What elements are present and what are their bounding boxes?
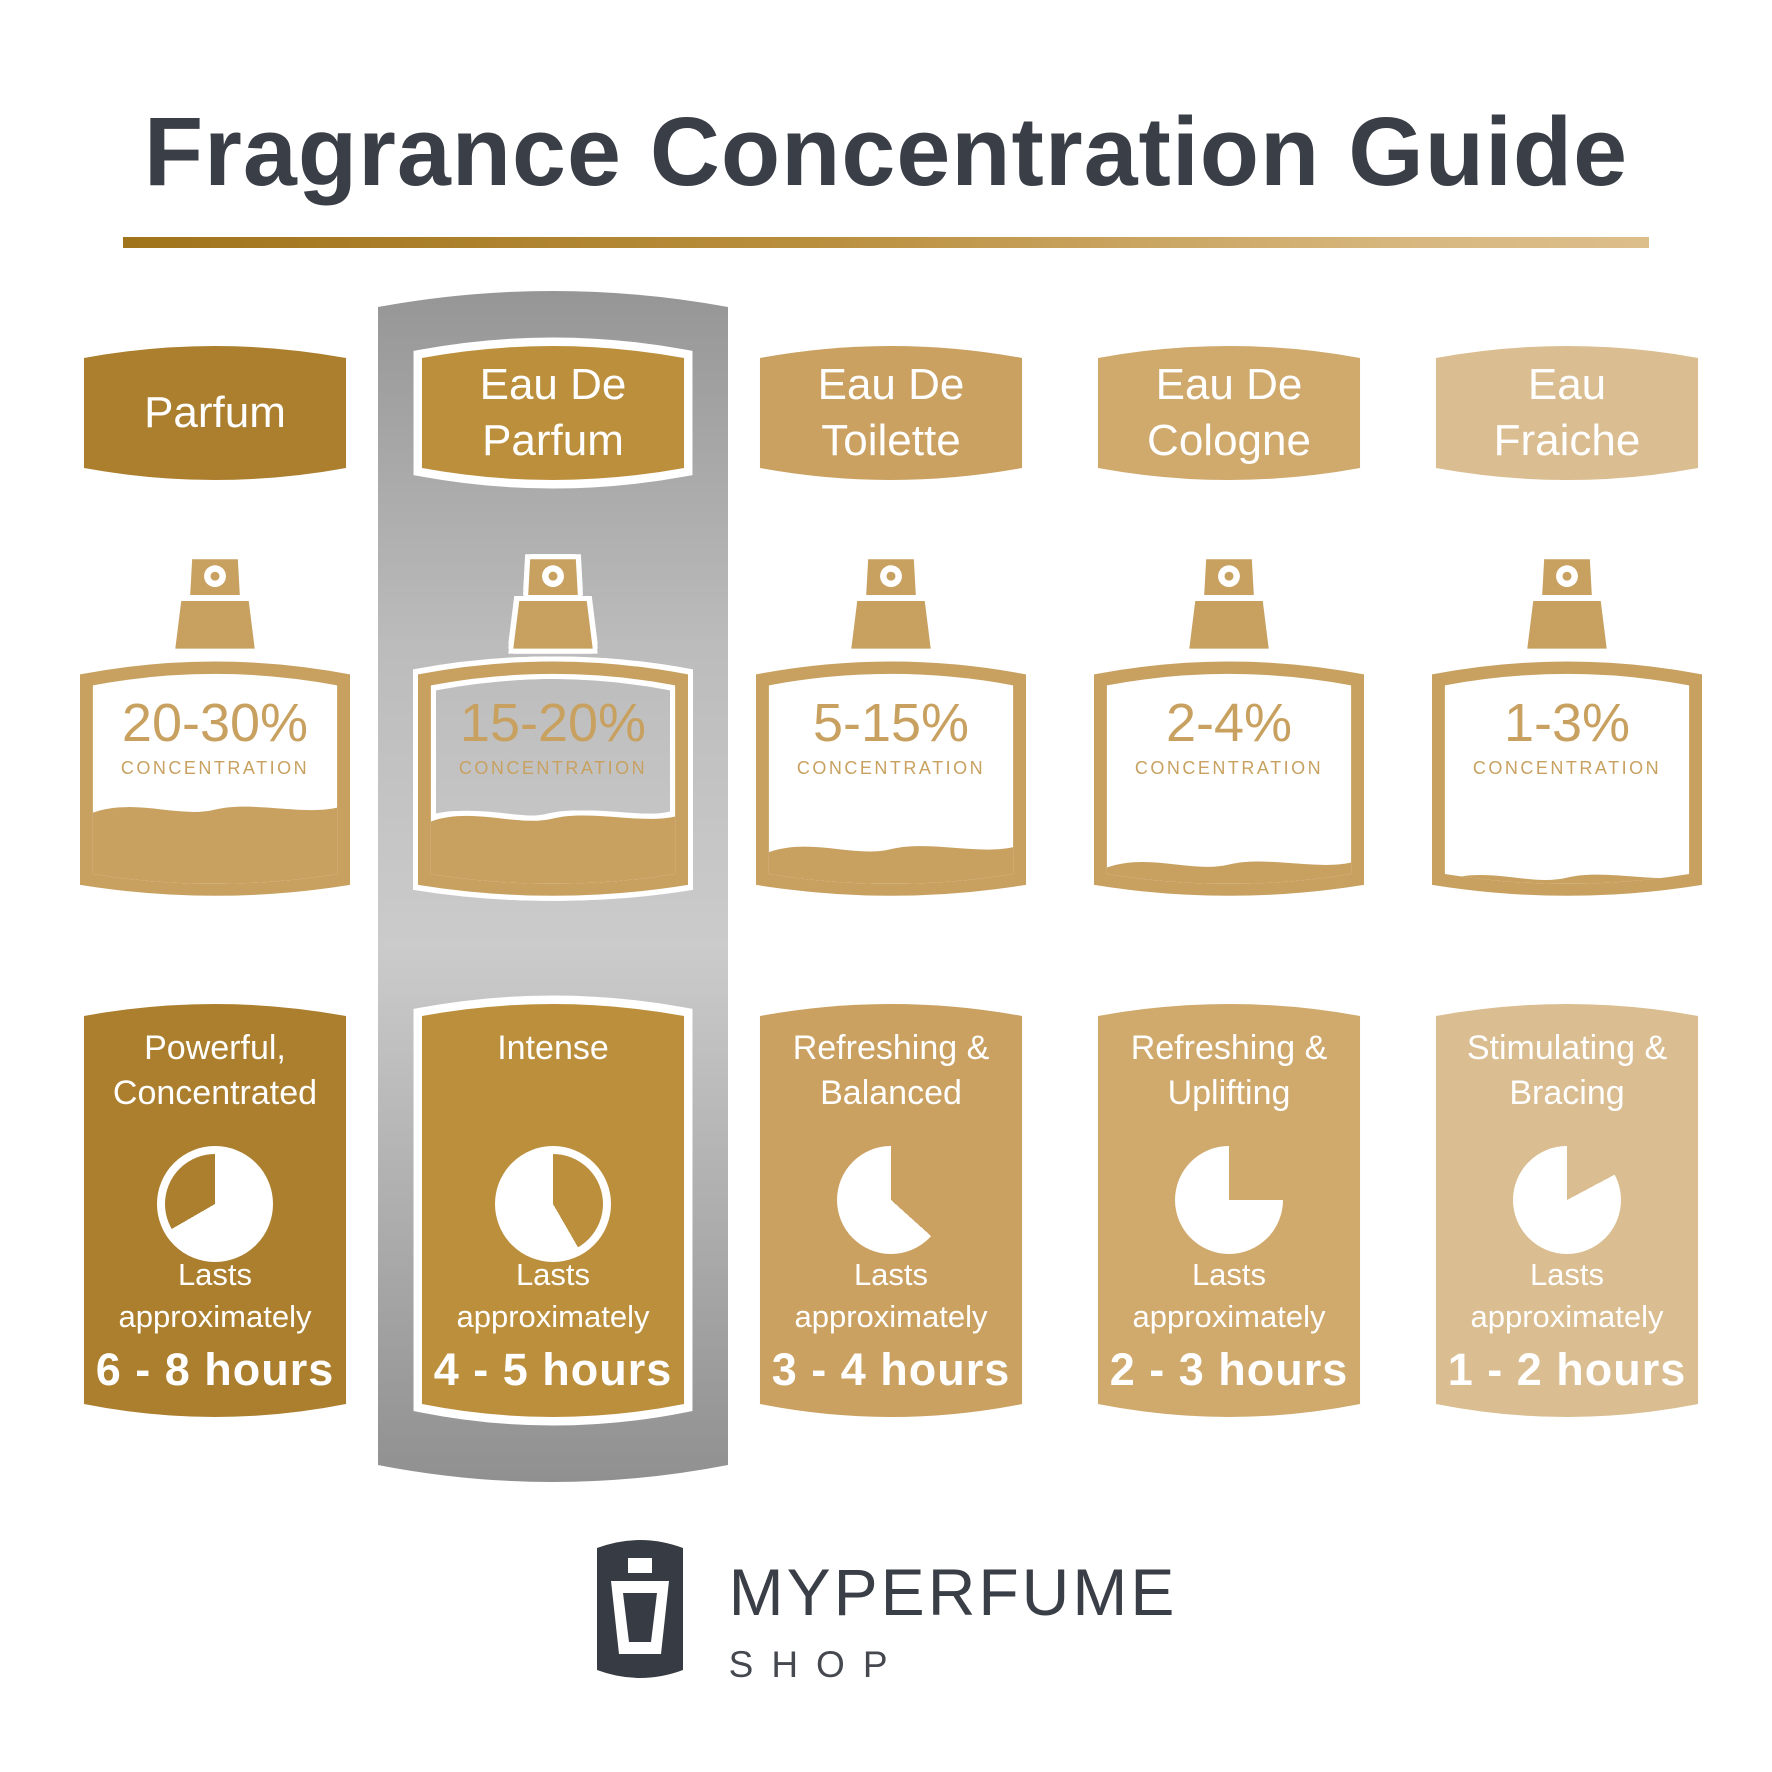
description-cards-row: Powerful, Concentrated Lasts approximate… xyxy=(80,995,1702,1428)
perfume-bottle-icon xyxy=(756,559,1026,896)
card-parfum: Powerful, Concentrated Lasts approximate… xyxy=(80,996,350,1428)
title-underline xyxy=(123,237,1649,248)
bottle-eau-de-cologne: 2-4% CONCENTRATION xyxy=(1094,556,1364,908)
lasts-label: Lasts approximately xyxy=(1132,1257,1326,1335)
scent-character: Stimulating & Bracing xyxy=(1466,1029,1668,1112)
bottle-eau-de-parfum: 15-20% CONCENTRATION xyxy=(418,556,688,908)
duration-text: Lasts approximately 6 - 8 hours xyxy=(80,1254,350,1396)
duration-pie-icon xyxy=(1175,1146,1283,1254)
lasts-label: Lasts approximately xyxy=(456,1257,650,1335)
bottles-row: 20-30% CONCENTRATION 15-20% CONCENTRATIO… xyxy=(80,556,1702,908)
bottle-parfum: 20-30% CONCENTRATION xyxy=(80,556,350,908)
duration-text: Lasts approximately 4 - 5 hours xyxy=(418,1254,688,1396)
lasts-label: Lasts approximately xyxy=(1470,1257,1664,1335)
concentration-value: 15-20% xyxy=(459,693,647,753)
duration-pie-icon xyxy=(1513,1146,1621,1254)
concentration-caption: CONCENTRATION xyxy=(1134,758,1324,778)
concentration-caption: CONCENTRATION xyxy=(120,758,310,778)
badge-label: Parfum xyxy=(144,387,286,437)
concentration-label: 15-20% CONCENTRATION xyxy=(418,696,688,779)
scent-character: Refreshing & Uplifting xyxy=(1130,1029,1328,1112)
hours-value: 1 - 2 hours xyxy=(1447,1344,1687,1395)
perfume-bottle-icon xyxy=(80,559,350,896)
badge-label: Eau De Cologne xyxy=(1147,359,1311,465)
badge-parfum: Parfum xyxy=(80,336,350,490)
category-badges-row: Parfum Eau De Parfum Eau De Toilette Eau… xyxy=(80,336,1702,490)
perfume-bottle-icon xyxy=(1094,559,1364,896)
scent-character: Intense xyxy=(497,1029,609,1067)
concentration-caption: CONCENTRATION xyxy=(796,758,986,778)
badge-eau-de-toilette: Eau De Toilette xyxy=(756,336,1026,490)
brand-name: MYPERFUME xyxy=(728,1555,1178,1629)
hours-value: 4 - 5 hours xyxy=(433,1344,673,1395)
perfume-bottle-icon xyxy=(418,559,688,896)
lasts-label: Lasts approximately xyxy=(794,1257,988,1335)
brand-footer: MYPERFUME SHOP xyxy=(0,1532,1772,1686)
perfume-bottle-icon xyxy=(1432,559,1702,896)
badge-label: Eau Fraiche xyxy=(1493,359,1641,465)
brand-subtitle: SHOP xyxy=(728,1644,906,1685)
myperfume-logo-icon xyxy=(596,1540,683,1678)
duration-text: Lasts approximately 3 - 4 hours xyxy=(756,1254,1026,1396)
concentration-label: 2-4% CONCENTRATION xyxy=(1094,696,1364,779)
card-eau-de-parfum: Intense Lasts approximately 4 - 5 hours xyxy=(413,995,693,1428)
hours-value: 2 - 3 hours xyxy=(1109,1344,1349,1395)
scent-character: Powerful, Concentrated xyxy=(112,1029,318,1112)
concentration-label: 1-3% CONCENTRATION xyxy=(1432,696,1702,779)
duration-pie-icon xyxy=(495,1146,611,1262)
concentration-label: 20-30% CONCENTRATION xyxy=(80,696,350,779)
badge-label: Eau De Toilette xyxy=(817,359,965,465)
badge-eau-de-cologne: Eau De Cologne xyxy=(1094,336,1364,490)
concentration-label: 5-15% CONCENTRATION xyxy=(756,696,1026,779)
badge-eau-fraiche: Eau Fraiche xyxy=(1432,336,1702,490)
duration-pie-icon xyxy=(837,1146,945,1254)
hours-value: 6 - 8 hours xyxy=(95,1344,335,1395)
page-title: Fragrance Concentration Guide xyxy=(143,97,1629,206)
card-eau-fraiche: Stimulating & Bracing Lasts approximatel… xyxy=(1432,996,1702,1428)
concentration-value: 1-3% xyxy=(1503,693,1631,753)
concentration-value: 20-30% xyxy=(121,693,309,753)
duration-text: Lasts approximately 2 - 3 hours xyxy=(1094,1254,1364,1396)
brand-text-block: MYPERFUME SHOP xyxy=(729,1532,1178,1686)
badge-eau-de-parfum: Eau De Parfum xyxy=(413,336,693,490)
concentration-value: 5-15% xyxy=(812,693,970,753)
card-eau-de-toilette: Refreshing & Balanced Lasts approximatel… xyxy=(756,996,1026,1428)
scent-character: Refreshing & Balanced xyxy=(792,1029,990,1112)
hours-value: 3 - 4 hours xyxy=(771,1344,1011,1395)
card-eau-de-cologne: Refreshing & Uplifting Lasts approximate… xyxy=(1094,996,1364,1428)
concentration-caption: CONCENTRATION xyxy=(1472,758,1662,778)
duration-text: Lasts approximately 1 - 2 hours xyxy=(1432,1254,1702,1396)
badge-label: Eau De Parfum xyxy=(479,359,627,465)
concentration-value: 2-4% xyxy=(1165,693,1293,753)
lasts-label: Lasts approximately xyxy=(118,1257,312,1335)
duration-pie-icon xyxy=(157,1146,273,1262)
concentration-caption: CONCENTRATION xyxy=(458,758,648,778)
bottle-eau-de-toilette: 5-15% CONCENTRATION xyxy=(756,556,1026,908)
bottle-eau-fraiche: 1-3% CONCENTRATION xyxy=(1432,556,1702,908)
